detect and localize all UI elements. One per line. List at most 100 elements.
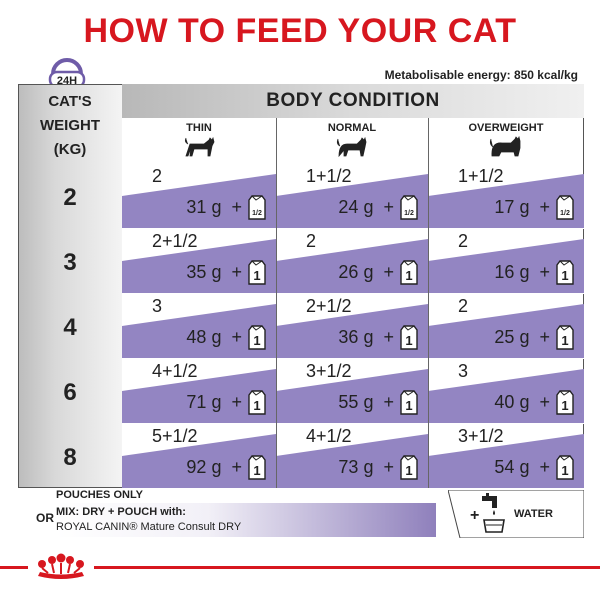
water-plus: + — [470, 507, 479, 524]
pouch-unit: 1/2 — [560, 210, 570, 217]
pouch-unit: 1 — [253, 268, 260, 283]
grams-value: 17 g — [494, 197, 530, 217]
dry-grams: 16 g + — [494, 262, 550, 283]
weight-value: 4 — [63, 314, 77, 341]
grams-value: 54 g — [494, 457, 530, 477]
grams-value: 71 g — [186, 392, 222, 412]
pouch-unit: 1 — [253, 463, 260, 478]
feeding-cell: 2 25 g +1 — [428, 294, 584, 359]
mix-label: MIX: DRY + POUCH with: — [56, 506, 186, 518]
pouch-icon: 1/2 — [248, 195, 266, 220]
water-tap-icon — [482, 493, 505, 533]
pouch-icon: 1 — [400, 455, 418, 480]
pouch-icon: 1 — [248, 325, 266, 350]
feeding-cell: 2+1/2 36 g +1 — [276, 294, 428, 359]
footer-red-line — [0, 566, 600, 569]
pouch-count: 2 — [306, 231, 317, 251]
cat-overweight-icon — [489, 135, 521, 157]
feeding-cell: 4+1/2 73 g +1 — [276, 424, 428, 489]
dry-grams: 25 g + — [494, 327, 550, 348]
pouch-icon: 1 — [556, 390, 574, 415]
pouch-icon: 1 — [556, 260, 574, 285]
cat-normal-icon — [336, 136, 367, 158]
pouch-icon: 1 — [248, 260, 266, 285]
plus-sign: + — [383, 327, 394, 347]
mix-product-label: ROYAL CANIN® Mature Consult DRY — [56, 521, 242, 533]
pouch-unit: 1 — [253, 333, 260, 348]
weight-column — [18, 84, 122, 488]
pouch-unit: 1 — [405, 398, 412, 413]
pouch-icon: 1/2 — [556, 195, 574, 220]
pouch-count: 3+1/2 — [458, 426, 504, 446]
weight-value: 8 — [63, 444, 77, 471]
pouch-icon: 1/2 — [400, 195, 418, 220]
plus-sign: + — [383, 262, 394, 282]
dry-grams: 40 g + — [494, 392, 550, 413]
plus-sign: + — [231, 457, 242, 477]
pouch-count: 3 — [458, 361, 469, 381]
pouch-icon: 1 — [248, 455, 266, 480]
column-header-normal: NORMAL — [276, 118, 428, 164]
pouch-count: 3+1/2 — [306, 361, 352, 381]
plus-sign: + — [231, 197, 242, 217]
plus-sign: + — [231, 327, 242, 347]
feeding-cell: 5+1/2 92 g +1 — [122, 424, 276, 489]
pouch-icon: 1 — [400, 260, 418, 285]
mix-band — [56, 503, 436, 537]
dry-grams: 31 g + — [186, 197, 242, 218]
plus-sign: + — [231, 392, 242, 412]
feeding-cell: 4+1/2 71 g +1 — [122, 359, 276, 424]
feeding-cell: 3+1/2 54 g +1 — [428, 424, 584, 489]
pouch-unit: 1 — [561, 463, 568, 478]
weight-value: 6 — [63, 379, 77, 406]
plus-sign: + — [539, 457, 550, 477]
feeding-cell: 1+1/2 17 g +1/2 — [428, 164, 584, 229]
royal-canin-crown-logo — [28, 552, 94, 582]
pouch-count: 2+1/2 — [152, 231, 198, 251]
grams-value: 16 g — [494, 262, 530, 282]
feeding-cell: 3 48 g +1 — [122, 294, 276, 359]
weight-header: CAT'S WEIGHT (KG) — [18, 90, 122, 162]
feeding-cell: 1+1/2 24 g +1/2 — [276, 164, 428, 229]
feeding-cell: 2 31 g + 1/2 — [122, 164, 276, 229]
pouch-count: 3 — [152, 296, 163, 316]
pouch-icon: 1 — [400, 390, 418, 415]
pouch-count: 1+1/2 — [458, 166, 504, 186]
pouch-unit: 1 — [405, 268, 412, 283]
grams-value: 36 g — [338, 327, 374, 347]
feeding-cell: 3+1/2 55 g +1 — [276, 359, 428, 424]
pouch-count: 2 — [152, 166, 163, 186]
pouch-unit: 1/2 — [404, 210, 414, 217]
column-label: THIN — [186, 122, 212, 134]
column-divider — [276, 118, 277, 488]
pouch-count: 2+1/2 — [306, 296, 352, 316]
plus-sign: + — [539, 262, 550, 282]
feeding-cell: 2 26 g + 1 — [276, 229, 428, 294]
body-condition-label: BODY CONDITION — [266, 90, 440, 111]
feeding-cell: 3 40 g + 1 — [428, 359, 584, 424]
dry-grams: 54 g + — [494, 457, 550, 478]
dry-grams: 48 g + — [186, 327, 242, 348]
pouches-only-label: POUCHES ONLY — [56, 489, 144, 501]
plus-sign: + — [383, 197, 394, 217]
energy-info: Metabolisable energy: 850 kcal/kg — [384, 68, 578, 82]
pouch-count: 5+1/2 — [152, 426, 198, 446]
pouch-icon: 1 — [248, 390, 266, 415]
dry-grams: 26 g + — [338, 262, 394, 283]
grams-value: 48 g — [186, 327, 222, 347]
pouch-unit: 1 — [561, 398, 568, 413]
plus-sign: + — [383, 392, 394, 412]
column-label: NORMAL — [327, 122, 377, 134]
weight-header-line: WEIGHT — [40, 117, 100, 134]
grams-value: 24 g — [338, 197, 374, 217]
pouch-count: 1+1/2 — [306, 166, 352, 186]
weight-value: 3 — [63, 249, 77, 276]
plus-sign: + — [539, 197, 550, 217]
column-label: OVERWEIGHT — [468, 122, 544, 134]
body-condition-header: BODY CONDITION — [122, 84, 584, 118]
pouch-count: 2 — [458, 296, 469, 316]
weight-header-line: CAT'S — [48, 93, 92, 110]
cat-thin-icon — [184, 136, 215, 157]
dry-grams: 24 g + — [338, 197, 394, 218]
column-divider — [428, 118, 429, 488]
